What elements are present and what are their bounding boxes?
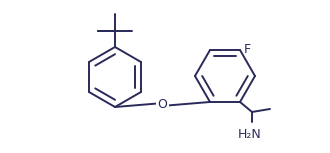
Text: H₂N: H₂N	[238, 128, 262, 141]
Text: F: F	[244, 43, 251, 56]
Text: O: O	[157, 98, 167, 111]
